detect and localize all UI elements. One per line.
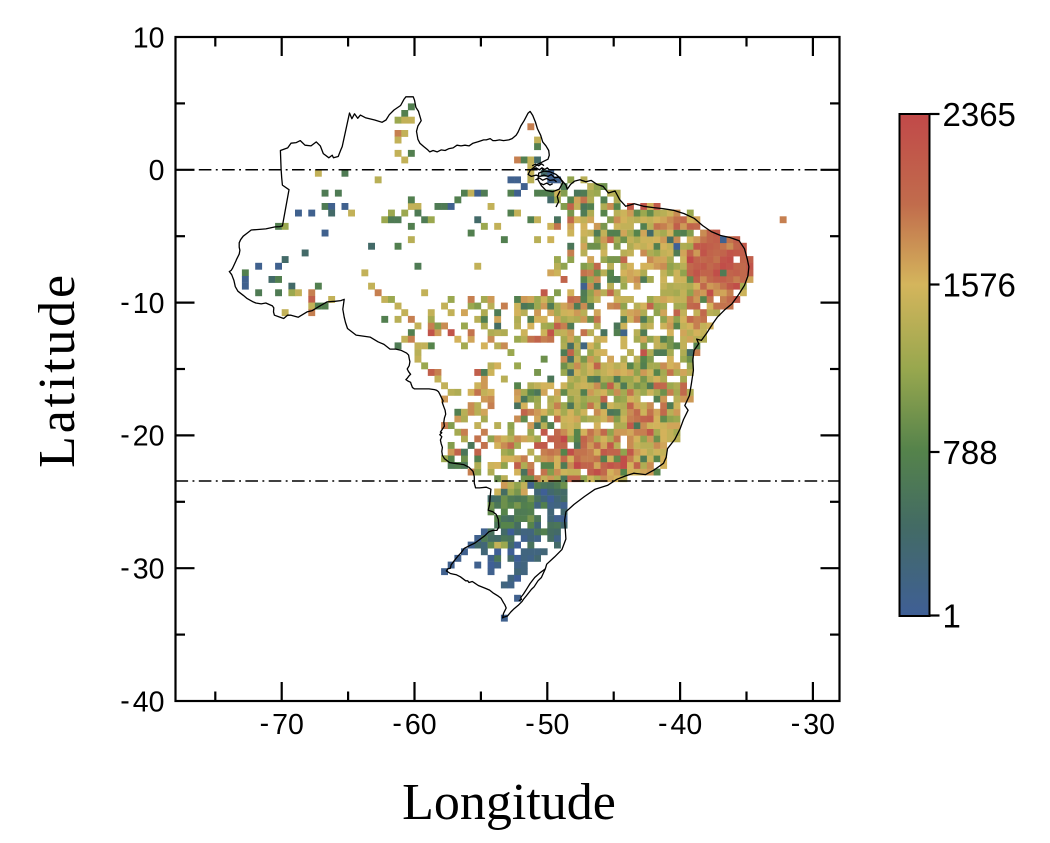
svg-text:Longitude: Longitude <box>402 774 616 831</box>
svg-text:Latitude: Latitude <box>29 272 86 468</box>
svg-text:10: 10 <box>133 22 165 54</box>
svg-text:-10: -10 <box>120 286 164 320</box>
svg-text:788: 788 <box>943 434 998 471</box>
svg-text:-20: -20 <box>120 419 164 453</box>
svg-text:-30: -30 <box>791 708 835 742</box>
svg-text:-40: -40 <box>658 708 702 742</box>
svg-text:2365: 2365 <box>943 96 1016 133</box>
svg-text:-30: -30 <box>120 552 164 586</box>
svg-text:-50: -50 <box>525 708 569 742</box>
svg-text:-60: -60 <box>392 708 436 742</box>
svg-text:0: 0 <box>149 155 165 187</box>
svg-text:1576: 1576 <box>943 267 1016 304</box>
svg-text:-40: -40 <box>120 685 164 719</box>
svg-text:-70: -70 <box>260 708 304 742</box>
svg-text:1: 1 <box>943 598 961 635</box>
